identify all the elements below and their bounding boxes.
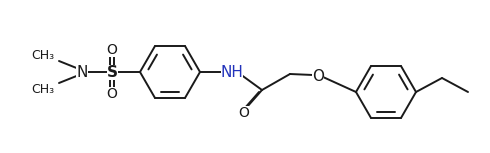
Text: O: O (106, 87, 118, 101)
Text: CH₃: CH₃ (31, 49, 54, 62)
Text: O: O (312, 69, 324, 84)
Text: CH₃: CH₃ (31, 82, 54, 95)
Text: S: S (106, 65, 118, 80)
Text: NH: NH (220, 65, 244, 80)
Text: N: N (76, 65, 88, 80)
Text: O: O (239, 106, 249, 120)
Text: O: O (106, 43, 118, 57)
